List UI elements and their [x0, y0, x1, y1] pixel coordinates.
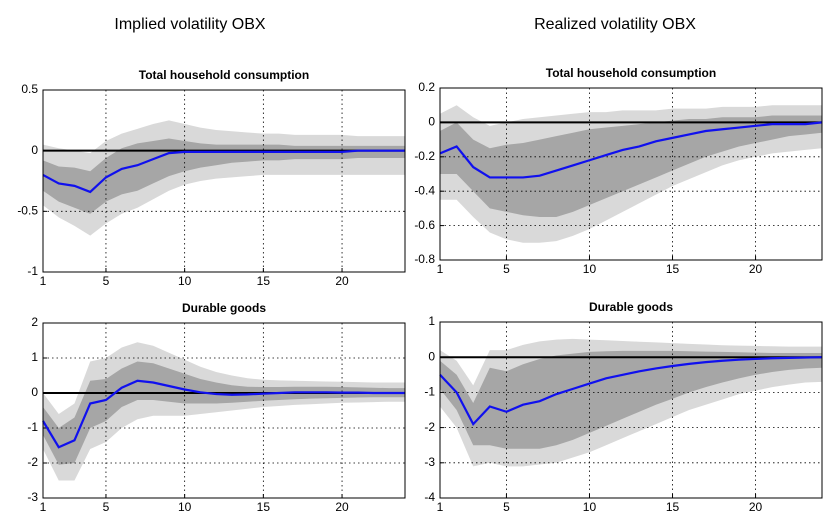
- x-tick-label: 10: [583, 500, 597, 514]
- plot-frame: [42, 89, 406, 273]
- y-tick-label: 0.2: [418, 80, 435, 94]
- y-tick-label: -3: [27, 490, 38, 504]
- x-tick-label: 20: [335, 274, 349, 288]
- confidence-band: [440, 350, 822, 449]
- x-tick-label: 10: [583, 262, 597, 276]
- x-tick-label: 5: [103, 274, 110, 288]
- x-tick-label: 20: [749, 262, 763, 276]
- confidence-band: [440, 115, 822, 217]
- y-tick-label: -0.4: [414, 183, 435, 197]
- x-tick-label: 10: [178, 274, 192, 288]
- y-tick-label: -1: [424, 385, 435, 399]
- column-header: Implied volatility OBX: [114, 16, 265, 33]
- y-tick-label: -0.6: [414, 218, 435, 232]
- x-tick-label: 20: [335, 500, 349, 514]
- chart-title: Total household consumption: [139, 68, 309, 82]
- x-tick-label: 20: [749, 500, 763, 514]
- y-tick-label: -2: [424, 420, 435, 434]
- x-tick-label: 1: [437, 262, 444, 276]
- y-tick-label: -0.5: [17, 204, 38, 218]
- x-tick-label: 1: [40, 274, 47, 288]
- response-line: [439, 121, 823, 179]
- x-tick-label: 15: [257, 500, 271, 514]
- y-tick-label: 0: [428, 349, 435, 363]
- y-tick-label: -4: [424, 490, 435, 504]
- y-tick-label: 0: [428, 115, 435, 129]
- y-tick-label: 1: [428, 314, 435, 328]
- y-tick-label: -1: [27, 420, 38, 434]
- column-header: Realized volatility OBX: [534, 16, 696, 33]
- x-tick-label: 1: [40, 500, 47, 514]
- y-tick-label: 2: [31, 315, 38, 329]
- x-tick-label: 15: [666, 262, 680, 276]
- response-line: [42, 149, 405, 194]
- x-tick-label: 5: [503, 262, 510, 276]
- confidence-band: [43, 138, 405, 214]
- y-tick-label: -3: [424, 455, 435, 469]
- chart-title: Durable goods: [589, 300, 673, 314]
- x-tick-label: 1: [437, 500, 444, 514]
- y-tick-label: 0.5: [21, 82, 38, 96]
- y-tick-label: 0: [31, 143, 38, 157]
- response-line: [439, 356, 823, 426]
- x-tick-label: 15: [666, 500, 680, 514]
- chart-title: Total household consumption: [546, 66, 716, 80]
- plot-frame: [42, 322, 406, 499]
- plot-frame: [439, 321, 823, 499]
- x-tick-label: 10: [178, 500, 192, 514]
- confidence-band: [43, 361, 405, 465]
- y-tick-label: -0.2: [414, 149, 435, 163]
- x-tick-label: 5: [103, 500, 110, 514]
- y-tick-label: -0.8: [414, 252, 435, 266]
- response-line: [42, 379, 405, 449]
- plot-frame: [439, 87, 823, 261]
- y-tick-label: 1: [31, 350, 38, 364]
- x-tick-label: 5: [503, 500, 510, 514]
- chart-title: Durable goods: [182, 301, 266, 315]
- x-tick-label: 15: [257, 274, 271, 288]
- y-tick-label: -2: [27, 455, 38, 469]
- y-tick-label: 0: [31, 385, 38, 399]
- y-tick-label: -1: [27, 264, 38, 278]
